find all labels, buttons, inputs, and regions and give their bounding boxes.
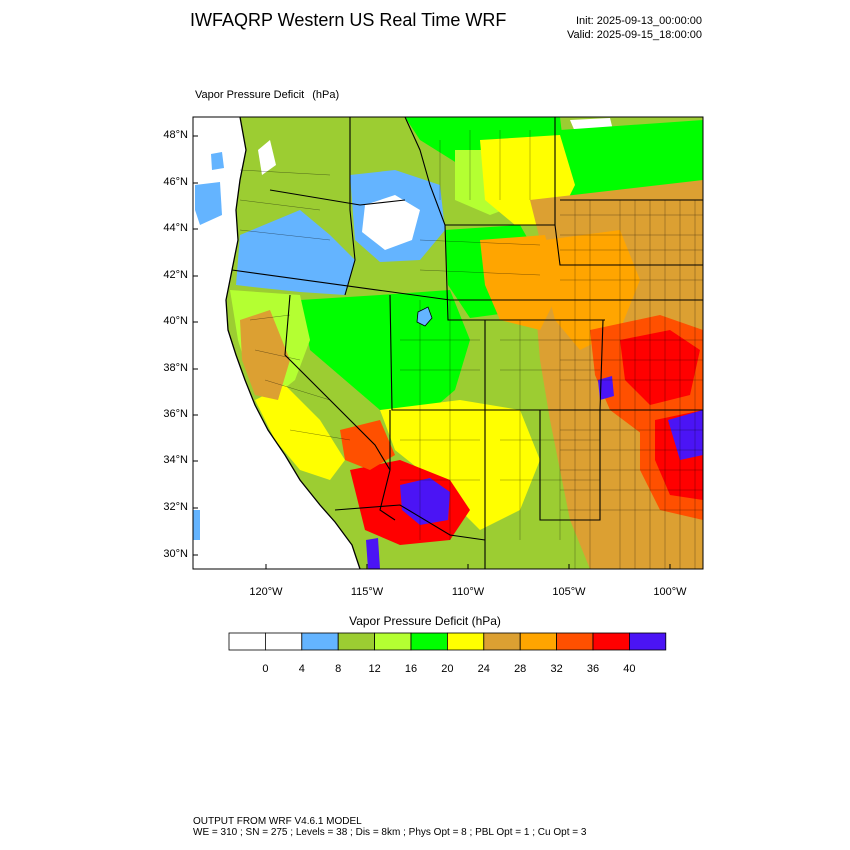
- region-yellow-ca: [255, 385, 345, 480]
- lon-label-110: 110°W: [451, 586, 485, 598]
- colorbar-label-4: 4: [298, 663, 305, 675]
- colorbar-label-24: 24: [477, 663, 490, 675]
- region-orange-ca: [240, 310, 290, 400]
- footer: OUTPUT FROM WRF V4.6.1 MODEL WE = 310 ; …: [193, 816, 586, 838]
- region-purple-tx: [598, 376, 614, 400]
- lon-ticks: [265, 564, 671, 569]
- region-purple-ok: [668, 410, 703, 460]
- region-purple-az: [400, 478, 450, 525]
- colorbar-bin-2: [301, 632, 339, 651]
- colorbar-title: Vapor Pressure Deficit (hPa): [349, 614, 501, 628]
- lat-label-48: 48°N: [163, 129, 188, 141]
- lat-label-40: 40°N: [163, 315, 188, 327]
- lon-label-100: 100°W: [653, 586, 687, 598]
- colorbar-label-20: 20: [441, 663, 454, 675]
- region-redorange-sw: [340, 420, 395, 470]
- colorbar-label-40: 40: [623, 663, 636, 675]
- colorbar-bin-5: [410, 632, 448, 651]
- time-info: Init: 2025-09-13_00:00:00 Valid: 2025-09…: [567, 14, 702, 42]
- footer-line-2: WE = 310 ; SN = 275 ; Levels = 38 ; Dis …: [193, 827, 587, 838]
- colorbar-bin-11: [629, 632, 667, 651]
- region-blue-ocean-1: [195, 182, 222, 225]
- field-name: Vapor Pressure Deficit: [195, 89, 305, 101]
- colorbar-label-28: 28: [514, 663, 527, 675]
- valid-time: Valid: 2025-09-15_18:00:00: [567, 29, 702, 41]
- colorbar-bin-6: [446, 632, 485, 651]
- colorbar-label-16: 16: [404, 663, 418, 675]
- field-unit: (hPa): [312, 89, 340, 101]
- colorbar-bin-4: [374, 632, 412, 651]
- region-blue-nw: [236, 210, 355, 295]
- lat-label-42: 42°N: [163, 269, 188, 281]
- county-borders: [239, 130, 703, 569]
- coastline: [225, 117, 361, 569]
- lat-label-38: 38°N: [163, 362, 188, 374]
- init-time: Init: 2025-09-13_00:00:00: [576, 15, 702, 27]
- colorbar-bin-7: [483, 632, 521, 651]
- lon-label-120: 120°W: [249, 586, 283, 598]
- region-orange-ne: [480, 235, 560, 330]
- region-green-ne: [560, 120, 703, 200]
- lat-ticks: [193, 135, 198, 556]
- lat-label-44: 44°N: [163, 222, 188, 234]
- region-blue-ocean-2: [193, 510, 200, 540]
- colorbar-bin-10: [592, 632, 630, 651]
- lat-label-30: 30°N: [163, 548, 188, 560]
- map-field: [193, 117, 703, 569]
- colorbar-bin-3: [337, 632, 376, 651]
- lat-label-32: 32°N: [163, 501, 188, 513]
- lat-label-46: 46°N: [163, 176, 188, 188]
- colorbar-label-0: 0: [262, 663, 269, 675]
- colorbar-bin-1: [264, 632, 303, 651]
- colorbar-label-12: 12: [368, 663, 381, 675]
- region-white-1: [362, 195, 420, 250]
- colorbar-label-36: 36: [586, 663, 600, 675]
- map-frame: [192, 116, 704, 570]
- region-purple-baja: [366, 538, 380, 569]
- lon-label-115: 115°W: [350, 586, 384, 598]
- figure-title: IWFAQRP Western US Real Time WRF: [190, 10, 507, 30]
- colorbar-bin-0: [228, 632, 266, 651]
- lat-label-36: 36°N: [163, 408, 188, 420]
- colorbar-label-32: 32: [550, 663, 563, 675]
- colorbar-label-8: 8: [335, 663, 342, 675]
- colorbar: [228, 632, 667, 651]
- lon-label-105: 105°W: [552, 586, 586, 598]
- region-blue-ocean-3: [211, 152, 224, 170]
- colorbar-bin-8: [519, 632, 558, 651]
- region-white-2: [258, 140, 276, 175]
- footer-line-1: OUTPUT FROM WRF V4.6.1 MODEL: [193, 816, 362, 827]
- great-salt-lake: [416, 306, 433, 327]
- lat-label-34: 34°N: [163, 454, 188, 466]
- colorbar-bin-9: [556, 632, 594, 651]
- field-subtitle: Vapor Pressure Deficit (hPa): [195, 89, 339, 101]
